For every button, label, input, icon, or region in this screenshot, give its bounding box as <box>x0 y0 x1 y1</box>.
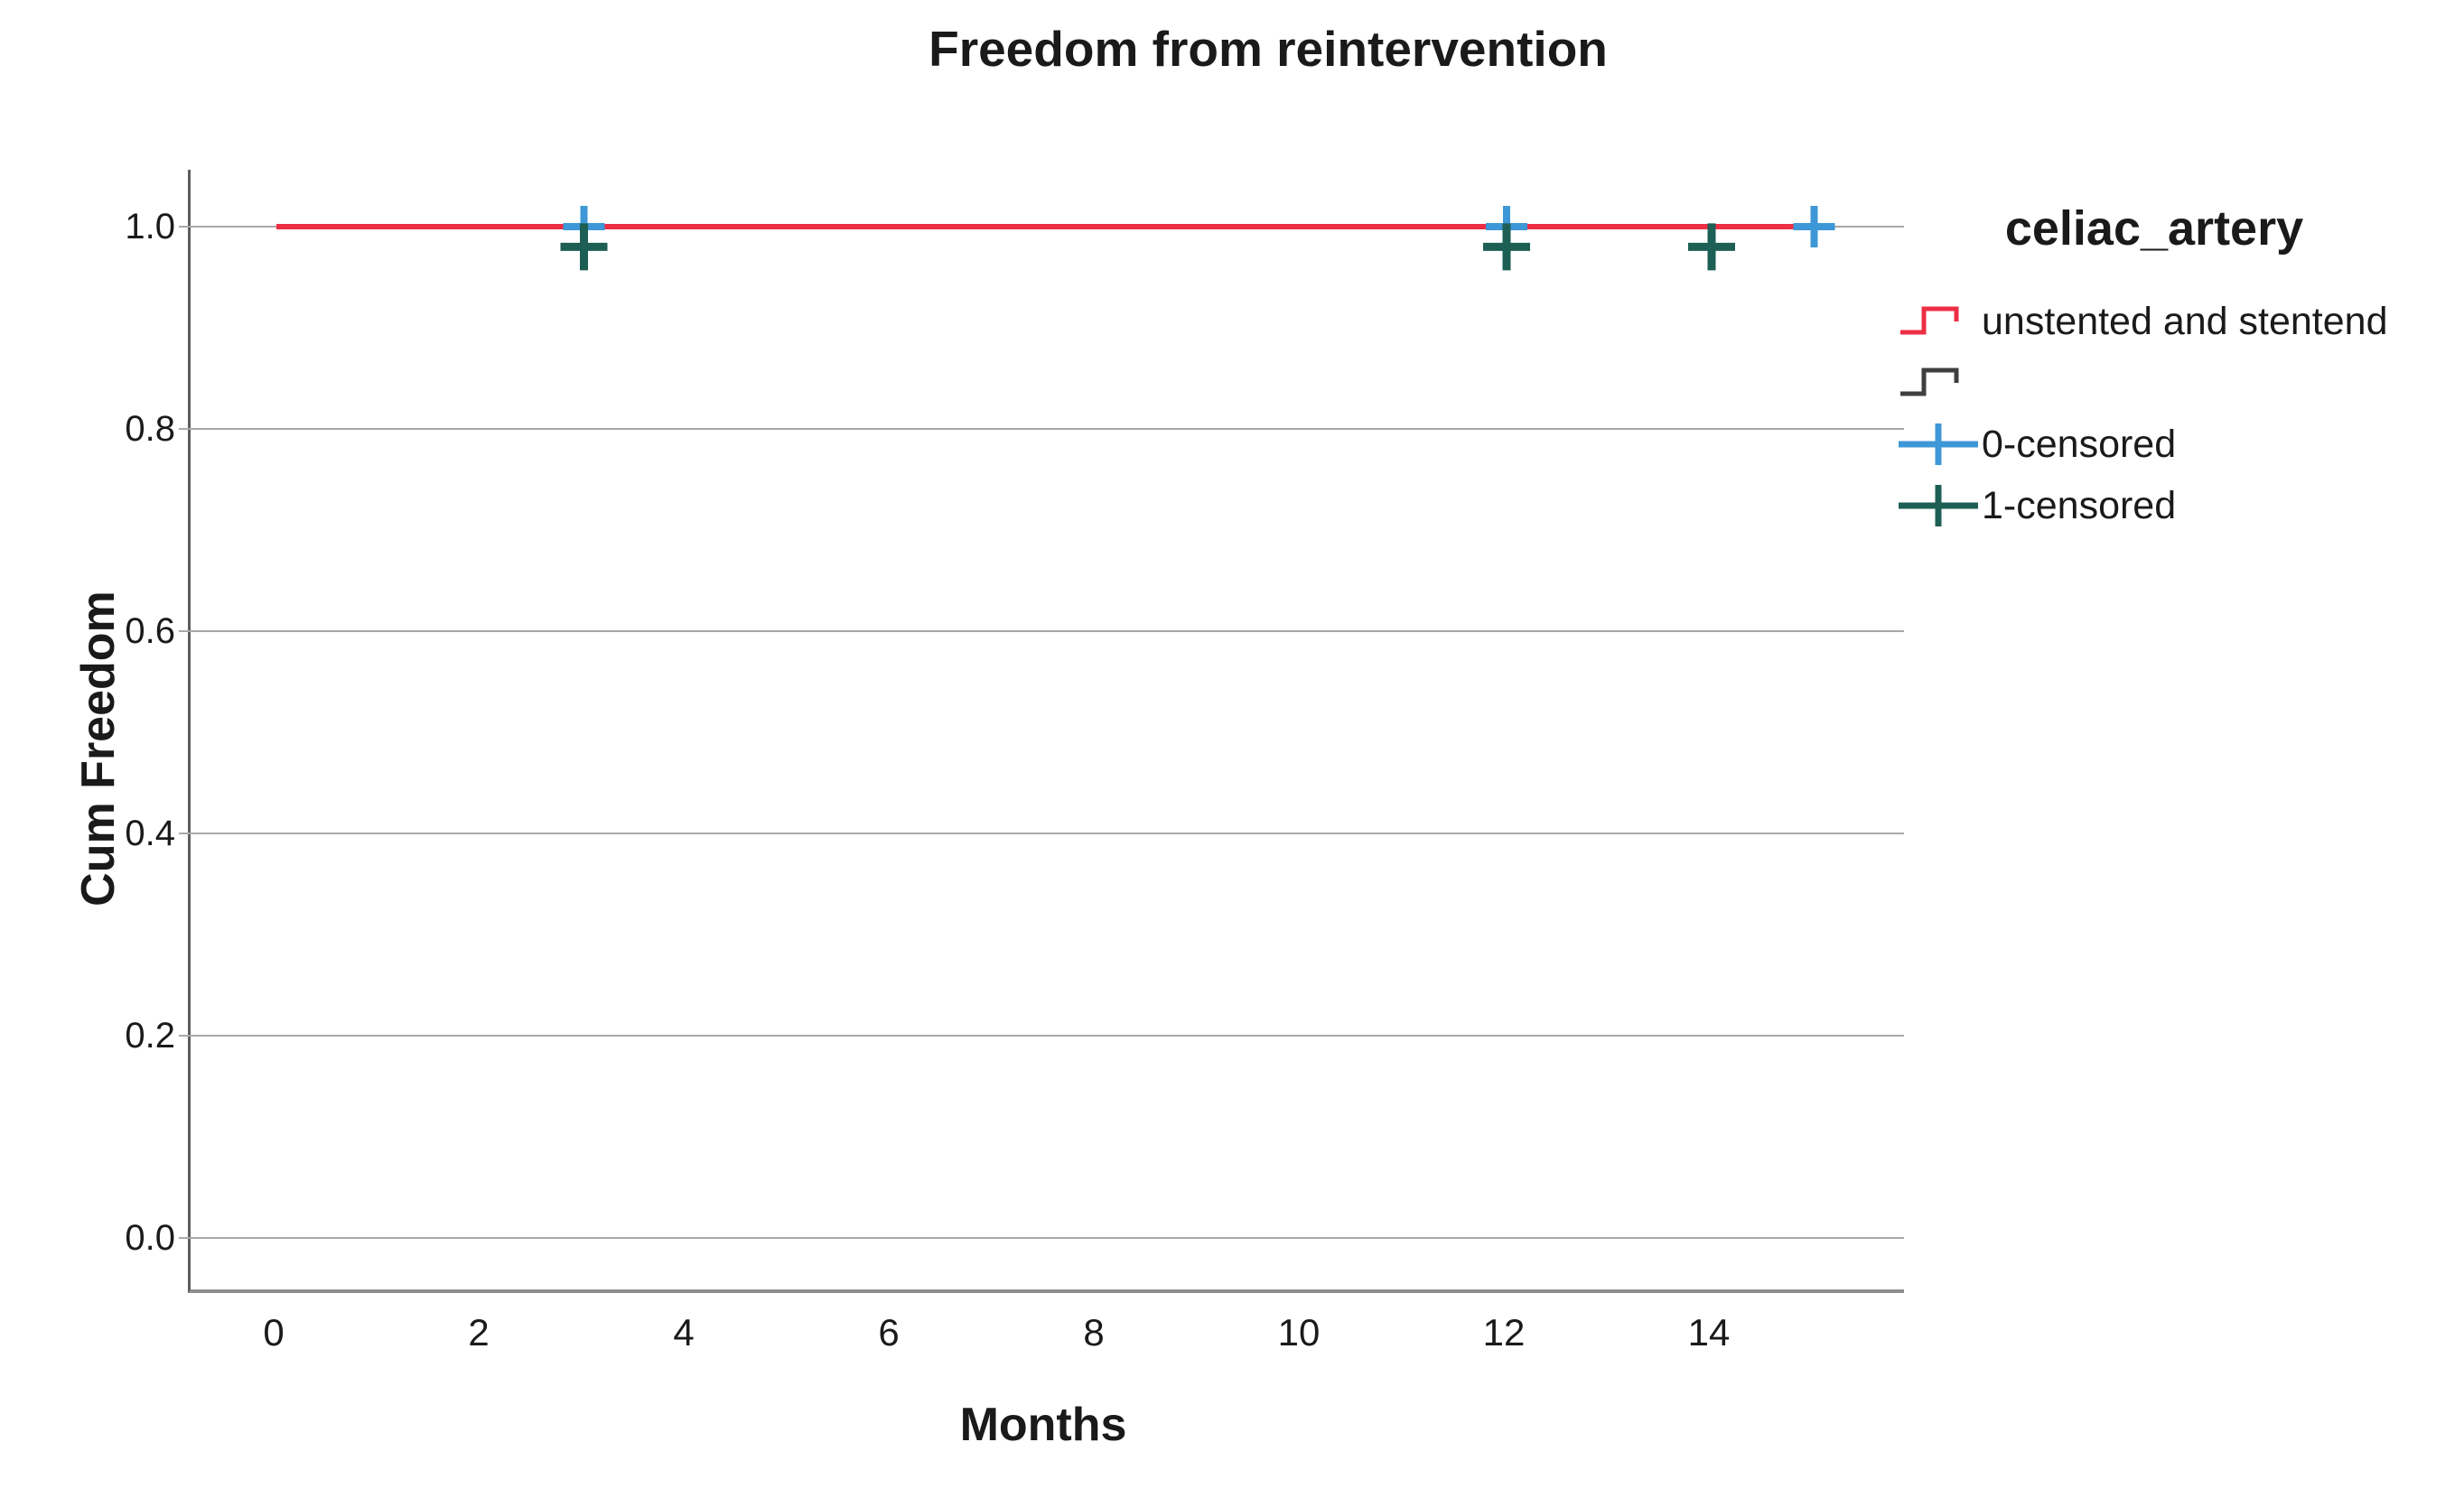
x-tick-label: 14 <box>1687 1311 1731 1354</box>
y-gridline <box>179 833 1904 834</box>
legend-entries: unstented and stentend 0-censored 1-censor… <box>1897 291 2387 536</box>
legend-step-line-icon <box>1900 306 1959 335</box>
chart-title: Freedom from reintervention <box>929 21 1608 77</box>
y-gridline <box>179 630 1904 632</box>
x-tick-label: 10 <box>1277 1311 1321 1354</box>
legend-entry: unstented and stentend <box>1897 291 2387 352</box>
y-tick-label: 0.6 <box>125 611 175 651</box>
legend-plus-icon <box>1899 485 1978 526</box>
plot-area <box>179 170 1904 1293</box>
y-tick-label: 0.4 <box>125 814 175 853</box>
x-tick-label: 0 <box>263 1311 285 1354</box>
x-tick-label: 2 <box>468 1311 490 1354</box>
y-gridline <box>179 1035 1904 1037</box>
legend-plus-icon <box>1899 423 1978 465</box>
y-tick-label: 0.8 <box>125 409 175 449</box>
y-tick-label: 1.0 <box>125 207 175 247</box>
y-gridline <box>179 428 1904 430</box>
x-axis-title: Months <box>959 1399 1127 1451</box>
survival-plot-svg <box>276 206 1835 271</box>
legend-entry-label: 0-censored <box>1982 422 2177 466</box>
legend-title: celiac_artery <box>2004 201 2304 256</box>
y-gridline <box>179 1237 1904 1239</box>
y-tick-label: 0.2 <box>125 1016 175 1056</box>
legend-entry-label: unstented and stentend <box>1982 299 2388 343</box>
x-tick-label: 6 <box>878 1311 900 1354</box>
y-tick-label: 0.0 <box>125 1218 175 1258</box>
legend-entry: 1-censored <box>1897 475 2387 536</box>
legend-entry <box>1897 352 2387 414</box>
legend-entry-label: 1-censored <box>1982 483 2177 527</box>
legend-step-line-icon <box>1900 368 1959 396</box>
x-tick-label: 12 <box>1482 1311 1526 1354</box>
x-tick-label: 4 <box>673 1311 695 1354</box>
legend-entry: 0-censored <box>1897 414 2387 475</box>
x-tick-label: 8 <box>1083 1311 1105 1354</box>
